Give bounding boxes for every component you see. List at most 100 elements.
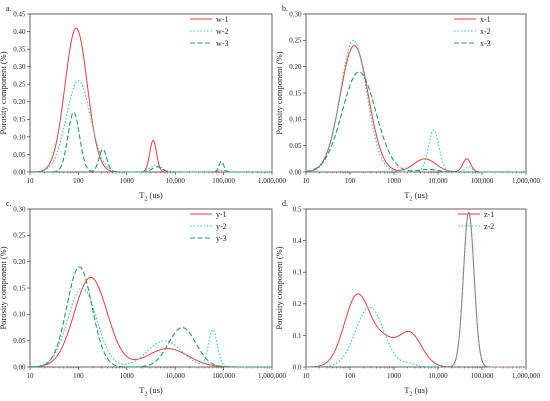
x-tick-label: 10,000 — [428, 177, 448, 185]
x-axis-title-unit: (us) — [412, 190, 428, 200]
x-tick-label: 10,000 — [166, 177, 186, 185]
x-tick-label: 10 — [27, 372, 35, 380]
x-tick-label: 10 — [303, 177, 311, 185]
y-tick-label: 0.15 — [13, 116, 26, 124]
y-tick-label: 0.05 — [13, 337, 26, 345]
x-tick-label: 1,000,000 — [512, 372, 541, 380]
y-tick-label: 0.45 — [13, 10, 26, 18]
panel-d: d. 10 100 1000 10,000 100,000 1,000,000 0.0 0.1 0… — [274, 199, 541, 398]
y-tick-label: 0.3 — [293, 269, 302, 277]
legend-label: x-2 — [480, 27, 491, 36]
y-tick-label: 0.00 — [13, 363, 26, 371]
y-tick-label: 0.05 — [289, 142, 302, 150]
y-tick-label: 0.0 — [293, 363, 302, 371]
legend-label: w-1 — [216, 15, 228, 24]
x-tick-label: 10,000 — [166, 372, 186, 380]
x-axis-title-main: T — [139, 385, 145, 395]
y-axis-title: Porosity component (%) — [0, 51, 8, 134]
y-tick-label: 0.15 — [289, 89, 302, 97]
series-line-x-3 — [305, 71, 526, 173]
x-axis-title-unit: (us) — [412, 385, 428, 395]
x-axis-title: T2 (us) — [139, 385, 163, 398]
x-axis-title-main: T — [404, 190, 410, 200]
series-line-y-1 — [29, 276, 272, 368]
x-tick-label: 1000 — [120, 372, 135, 380]
y-tick-label: 0.25 — [289, 37, 302, 45]
plot-frame — [305, 208, 527, 368]
y-tick-label: 0.35 — [13, 46, 26, 54]
x-tick-label: 100,000 — [212, 372, 235, 380]
x-tick-label: 10,000 — [428, 372, 448, 380]
y-tick-label: 0.15 — [13, 284, 26, 292]
y-tick-label: 0.20 — [13, 98, 26, 106]
x-tick-label: 1000 — [120, 177, 135, 185]
series-line-x-2 — [305, 39, 526, 173]
x-tick-label: 100,000 — [212, 177, 235, 185]
series-line-y-2 — [29, 287, 272, 368]
y-tick-label: 0.00 — [289, 168, 302, 176]
series-line-z-1 — [305, 211, 526, 368]
y-tick-label: 0.5 — [293, 205, 302, 213]
series-line-y-3 — [29, 266, 272, 368]
x-tick-label: 10 — [27, 177, 35, 185]
x-tick-label: 100 — [345, 177, 356, 185]
x-axis-title-subscript: 2 — [144, 197, 147, 203]
y-axis-title: Porosity component (%) — [0, 246, 8, 329]
x-axis-title-main: T — [139, 190, 145, 200]
x-tick-label: 10 — [303, 372, 311, 380]
x-tick-label: 100,000 — [471, 177, 494, 185]
x-axis-title-main: T — [404, 385, 410, 395]
y-tick-label: 0.10 — [13, 311, 26, 319]
y-tick-label: 0.20 — [13, 258, 26, 266]
legend-label: y-2 — [216, 222, 227, 231]
x-tick-label: 100 — [73, 177, 84, 185]
series-line-x-1 — [305, 45, 526, 173]
y-tick-label: 0.05 — [13, 151, 26, 159]
y-tick-label: 0.40 — [13, 28, 26, 36]
panel-letter: a. — [6, 4, 12, 13]
y-tick-label: 0.30 — [13, 205, 26, 213]
x-axis-title: T2 (us) — [139, 190, 163, 203]
x-axis-title-unit: (us) — [147, 385, 163, 395]
series-line-w-2 — [29, 80, 272, 173]
legend-label: x-1 — [480, 15, 491, 24]
panel-c: c. 10 100 1000 10,000 100,000 1,000,000 0.00 0.0… — [0, 199, 287, 398]
y-axis-title: Porosity component (%) — [274, 246, 284, 329]
panel-letter: c. — [6, 199, 12, 208]
x-tick-label: 100 — [345, 372, 356, 380]
x-tick-label: 1,000,000 — [258, 372, 287, 380]
y-tick-label: 0.25 — [13, 232, 26, 240]
panel-a: a. 10 100 1000 10,000 100,000 1,000,000 0.00 0.0… — [0, 4, 287, 203]
legend-label: w-2 — [216, 27, 228, 36]
series-line-z-2 — [306, 211, 526, 368]
panel-letter: b. — [282, 4, 288, 13]
legend-label: x-3 — [480, 39, 491, 48]
x-tick-label: 1000 — [387, 372, 402, 380]
y-tick-label: 0.10 — [13, 133, 26, 141]
series-line-w-1 — [30, 27, 272, 173]
x-tick-label: 100 — [73, 372, 84, 380]
x-tick-label: 1,000,000 — [512, 177, 541, 185]
x-axis-title: T2 (us) — [404, 385, 428, 398]
series-line-w-3 — [30, 111, 272, 173]
y-axis-title: Porosity component (%) — [274, 51, 284, 134]
plot-frame — [305, 13, 527, 173]
x-axis-title: T2 (us) — [404, 190, 428, 203]
x-tick-label: 100,000 — [471, 372, 494, 380]
y-tick-label: 0.10 — [289, 116, 302, 124]
y-tick-label: 0.00 — [13, 168, 26, 176]
legend-label: y-3 — [216, 234, 227, 243]
y-tick-label: 0.25 — [13, 81, 26, 89]
y-tick-label: 0.20 — [289, 63, 302, 71]
y-tick-label: 0.30 — [13, 63, 26, 71]
x-axis-title-subscript: 2 — [144, 392, 147, 398]
y-tick-label: 0.1 — [293, 332, 302, 340]
legend-label: y-1 — [216, 210, 227, 219]
plot-frame — [29, 13, 273, 173]
x-axis-title-unit: (us) — [147, 190, 163, 200]
y-tick-label: 0.2 — [293, 300, 302, 308]
x-tick-label: 1,000,000 — [258, 177, 287, 185]
panel-b: b. 10 100 1000 10,000 100,000 1,000,000 0.00 0.0… — [274, 4, 541, 203]
x-tick-label: 1000 — [387, 177, 402, 185]
